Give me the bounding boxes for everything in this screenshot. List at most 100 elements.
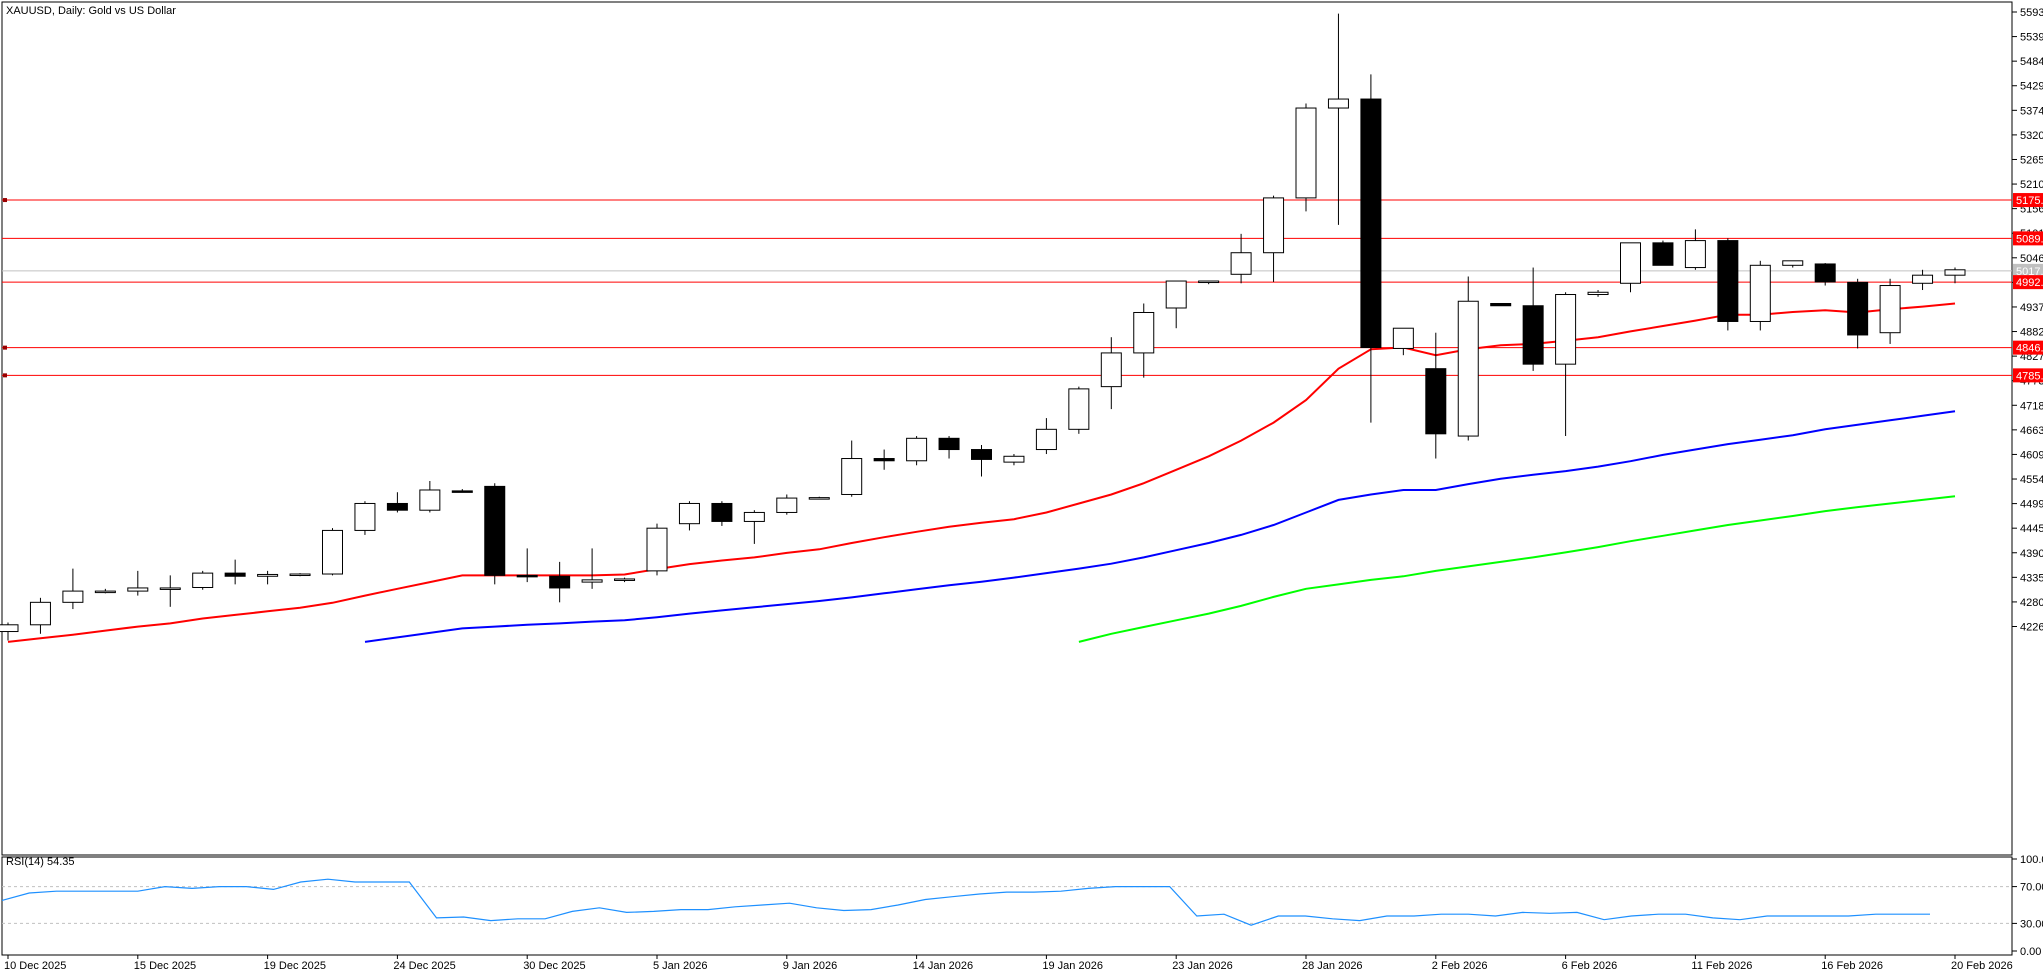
price-tick-label: 5265.50 bbox=[2020, 154, 2043, 166]
moving-average-line bbox=[1078, 495, 1956, 643]
candle bbox=[646, 523, 668, 576]
candle-body bbox=[1198, 280, 1220, 284]
candle-body bbox=[1327, 98, 1349, 109]
candle-body bbox=[1003, 455, 1025, 463]
date-tick-label: 5 Jan 2026 bbox=[653, 960, 707, 972]
rsi-line bbox=[1, 878, 1930, 926]
candle-body bbox=[971, 449, 992, 460]
candle bbox=[1263, 195, 1285, 282]
chart-title: XAUUSD, Daily: Gold vs US Dollar bbox=[6, 5, 176, 17]
candle-body bbox=[873, 458, 895, 462]
rsi-tick-label: 100.00 bbox=[2020, 854, 2043, 866]
candle bbox=[678, 501, 700, 531]
candle bbox=[0, 622, 19, 641]
candle bbox=[1782, 260, 1804, 268]
candle-body bbox=[646, 527, 668, 572]
candle bbox=[906, 436, 928, 466]
rsi-panel: 100.00 70.00 30.00 0.00 bbox=[1, 854, 2043, 958]
level-badge: 4846.77 bbox=[2016, 343, 2043, 355]
level-marker bbox=[3, 373, 7, 378]
candle-body bbox=[1263, 197, 1285, 254]
candle bbox=[776, 494, 798, 515]
price-tick-label: 5210.80 bbox=[2020, 179, 2043, 191]
candle bbox=[1555, 292, 1577, 437]
date-tick-label: 19 Dec 2025 bbox=[264, 960, 326, 972]
price-tick-label: 5046.70 bbox=[2020, 253, 2043, 265]
candle bbox=[1035, 418, 1057, 455]
date-tick-label: 19 Jan 2026 bbox=[1042, 960, 1103, 972]
candle-body bbox=[1652, 242, 1674, 266]
candle bbox=[1847, 278, 1869, 349]
candle-body bbox=[192, 572, 214, 588]
candle bbox=[257, 570, 279, 585]
candle bbox=[1198, 280, 1220, 285]
candle bbox=[386, 492, 408, 513]
candle bbox=[1230, 233, 1252, 284]
candle bbox=[1944, 267, 1966, 284]
candle-body bbox=[1587, 291, 1609, 296]
candle-body bbox=[1814, 263, 1836, 283]
candle bbox=[1392, 327, 1414, 356]
price-tick-label: 4390.30 bbox=[2020, 548, 2043, 560]
rsi-tick-label: 0.00 bbox=[2020, 946, 2041, 958]
candle bbox=[1717, 238, 1739, 331]
date-tick-label: 15 Dec 2025 bbox=[134, 960, 196, 972]
rsi-tick-label: 30.00 bbox=[2020, 918, 2043, 930]
candle bbox=[322, 528, 343, 576]
price-tick-label: 5429.60 bbox=[2020, 81, 2043, 93]
candle-body bbox=[224, 572, 246, 577]
candle-body bbox=[1620, 242, 1641, 284]
candle bbox=[938, 436, 960, 459]
price-tick-label: 4937.30 bbox=[2020, 302, 2043, 314]
price-tick-label: 4609.10 bbox=[2020, 449, 2043, 461]
price-tick-label: 4335.60 bbox=[2020, 572, 2043, 584]
date-tick-label: 30 Dec 2025 bbox=[523, 960, 585, 972]
candle bbox=[1360, 74, 1382, 423]
candle bbox=[94, 588, 116, 594]
candle bbox=[808, 496, 830, 500]
candle-body bbox=[289, 573, 311, 577]
date-tick-label: 16 Feb 2026 bbox=[1821, 960, 1883, 972]
candle bbox=[484, 483, 506, 585]
date-tick-label: 28 Jan 2026 bbox=[1302, 960, 1363, 972]
candle-body bbox=[1295, 107, 1317, 199]
level-badge: 4785.09 bbox=[2016, 370, 2043, 382]
candle-body bbox=[938, 437, 960, 451]
candle bbox=[1652, 240, 1674, 266]
candle-body bbox=[1490, 302, 1512, 307]
candle-body bbox=[29, 601, 51, 626]
candle-body bbox=[614, 578, 636, 581]
candle-body bbox=[62, 590, 84, 603]
price-tick-label: 4499.70 bbox=[2020, 499, 2043, 511]
price-tick-label: 5374.90 bbox=[2020, 105, 2043, 117]
candle-body bbox=[1068, 388, 1090, 430]
candle-body bbox=[808, 497, 830, 500]
current-price-badge: 5017.62 bbox=[2016, 266, 2043, 278]
price-tick-label: 4226.20 bbox=[2020, 622, 2043, 634]
candle-body bbox=[678, 502, 700, 525]
candle-body bbox=[1879, 285, 1901, 334]
candle-body bbox=[1912, 274, 1934, 284]
candle bbox=[841, 440, 863, 497]
price-tick-label: 5484.30 bbox=[2020, 56, 2043, 68]
date-tick-label: 9 Jan 2026 bbox=[783, 960, 837, 972]
candle-body bbox=[257, 573, 279, 577]
candle-body bbox=[1749, 264, 1771, 322]
candle bbox=[62, 568, 84, 610]
candle-body bbox=[451, 490, 473, 493]
price-tick-label: 5593.70 bbox=[2020, 7, 2043, 19]
rsi-panel-frame bbox=[1, 856, 2013, 956]
candle-body bbox=[419, 489, 441, 511]
date-tick-label: 10 Dec 2025 bbox=[4, 960, 66, 972]
candle-body bbox=[1425, 368, 1447, 435]
price-panel: 5593.70 5539.00 5484.30 5429.60 5374.90 5320.… bbox=[0, 1, 2043, 856]
candle bbox=[127, 570, 149, 596]
date-axis: 10 Dec 2025 15 Dec 2025 19 Dec 2025 24 Dec … bbox=[4, 955, 2013, 972]
candle bbox=[1879, 278, 1901, 344]
candle-body bbox=[127, 587, 149, 592]
date-tick-label: 2 Feb 2026 bbox=[1432, 960, 1488, 972]
candle-body bbox=[1392, 327, 1414, 349]
candle-body bbox=[354, 502, 376, 531]
price-tick-label: 4663.80 bbox=[2020, 425, 2043, 437]
price-tick-label: 5539.00 bbox=[2020, 32, 2043, 44]
